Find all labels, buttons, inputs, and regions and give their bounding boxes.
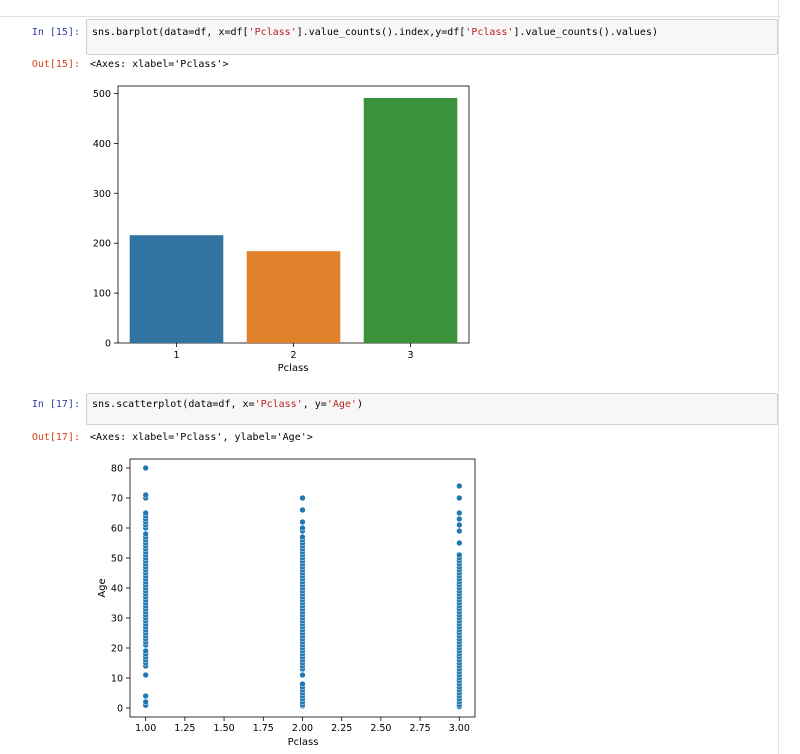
scatter-point: [456, 527, 463, 535]
y-tick-label: 300: [93, 189, 111, 200]
bar: [363, 97, 458, 343]
y-tick-label: 100: [93, 289, 111, 300]
code-string: 'Pclass': [465, 27, 514, 38]
y-tick-label: 80: [111, 464, 123, 475]
scatter-point: [142, 647, 149, 655]
y-tick-label: 30: [111, 614, 123, 625]
scatter-point: [299, 494, 306, 502]
scatter-point: [142, 671, 149, 679]
scatter-point: [456, 539, 463, 547]
y-tick-label: 200: [93, 239, 111, 250]
y-tick-label: 60: [111, 524, 123, 535]
x-tick-label: 1.25: [174, 723, 195, 734]
scatter-point: [142, 464, 149, 472]
scatter-ylabel: Age: [97, 578, 108, 597]
y-tick-label: 400: [93, 139, 111, 150]
code-token: ].value_counts().values): [513, 27, 658, 38]
input-prompt: In [15]:: [31, 27, 80, 38]
code-token: sns.scatterplot(data=df, x=: [92, 399, 255, 410]
scatter-point: [456, 521, 463, 529]
x-tick-label: 2.50: [370, 723, 391, 734]
y-tick-label: 50: [111, 554, 123, 565]
scatter-point: [142, 509, 149, 517]
output-prompt: Out[15]:: [31, 59, 80, 70]
y-tick-label: 40: [111, 584, 123, 595]
scatter-point: [299, 533, 306, 541]
scatter-point: [456, 494, 463, 502]
x-tick-label: 3.00: [449, 723, 470, 734]
code-token: ): [356, 399, 363, 410]
y-tick-label: 70: [111, 494, 123, 505]
scatter-point: [299, 680, 306, 688]
y-tick-label: 500: [93, 89, 111, 100]
code-cell-input[interactable]: sns.barplot(data=df, x=df['Pclass'].valu…: [86, 19, 778, 55]
code-string: 'Age': [326, 399, 357, 410]
code-text[interactable]: sns.barplot(data=df, x=df['Pclass'].valu…: [92, 27, 658, 38]
input-prompt: In [17]:: [31, 399, 80, 410]
scatter-point: [299, 671, 306, 679]
x-tick-label: 2.75: [410, 723, 431, 734]
output-prompt: Out[17]:: [31, 432, 80, 443]
scatter-point: [142, 530, 149, 538]
code-token: ].value_counts().index,y=df[: [296, 27, 466, 38]
x-tick-label: 2.25: [331, 723, 352, 734]
code-string: 'Pclass': [254, 399, 303, 410]
x-tick-label: 2: [290, 350, 296, 361]
x-tick-label: 1: [173, 350, 179, 361]
bar-xlabel: Pclass: [278, 363, 309, 374]
bar: [129, 235, 224, 343]
x-tick-label: 1.50: [214, 723, 235, 734]
scatter-point: [142, 692, 149, 700]
scatter-xlabel: Pclass: [288, 737, 319, 748]
code-token: sns.barplot(data=df, x=df[: [92, 27, 249, 38]
x-tick-label: 1.75: [253, 723, 274, 734]
scatter-point: [456, 515, 463, 523]
scatter-point: [299, 518, 306, 526]
notebook-scrollbar[interactable]: [778, 0, 779, 754]
y-tick-label: 20: [111, 644, 123, 655]
x-tick-label: 3: [407, 350, 413, 361]
output-text: <Axes: xlabel='Pclass'>: [90, 59, 229, 70]
output-text: <Axes: xlabel='Pclass', ylabel='Age'>: [90, 432, 313, 443]
scatter-point: [456, 482, 463, 490]
x-tick-label: 2.00: [292, 723, 313, 734]
scatter-point: [299, 506, 306, 514]
bar: [246, 251, 341, 343]
y-tick-label: 10: [111, 674, 123, 685]
code-text[interactable]: sns.scatterplot(data=df, x='Pclass', y='…: [92, 399, 363, 410]
previous-cell-edge: [0, 0, 780, 17]
scatter-point: [142, 698, 149, 706]
scatter-point: [299, 524, 306, 532]
code-token: , y=: [302, 399, 327, 410]
y-tick-label: 0: [105, 339, 111, 350]
scatter-point: [142, 491, 149, 499]
scatter-point: [456, 551, 463, 559]
scatter-point: [456, 509, 463, 517]
code-string: 'Pclass': [248, 27, 297, 38]
code-cell-input[interactable]: sns.scatterplot(data=df, x='Pclass', y='…: [86, 393, 778, 425]
y-tick-label: 0: [117, 704, 123, 715]
x-tick-label: 1.00: [135, 723, 156, 734]
